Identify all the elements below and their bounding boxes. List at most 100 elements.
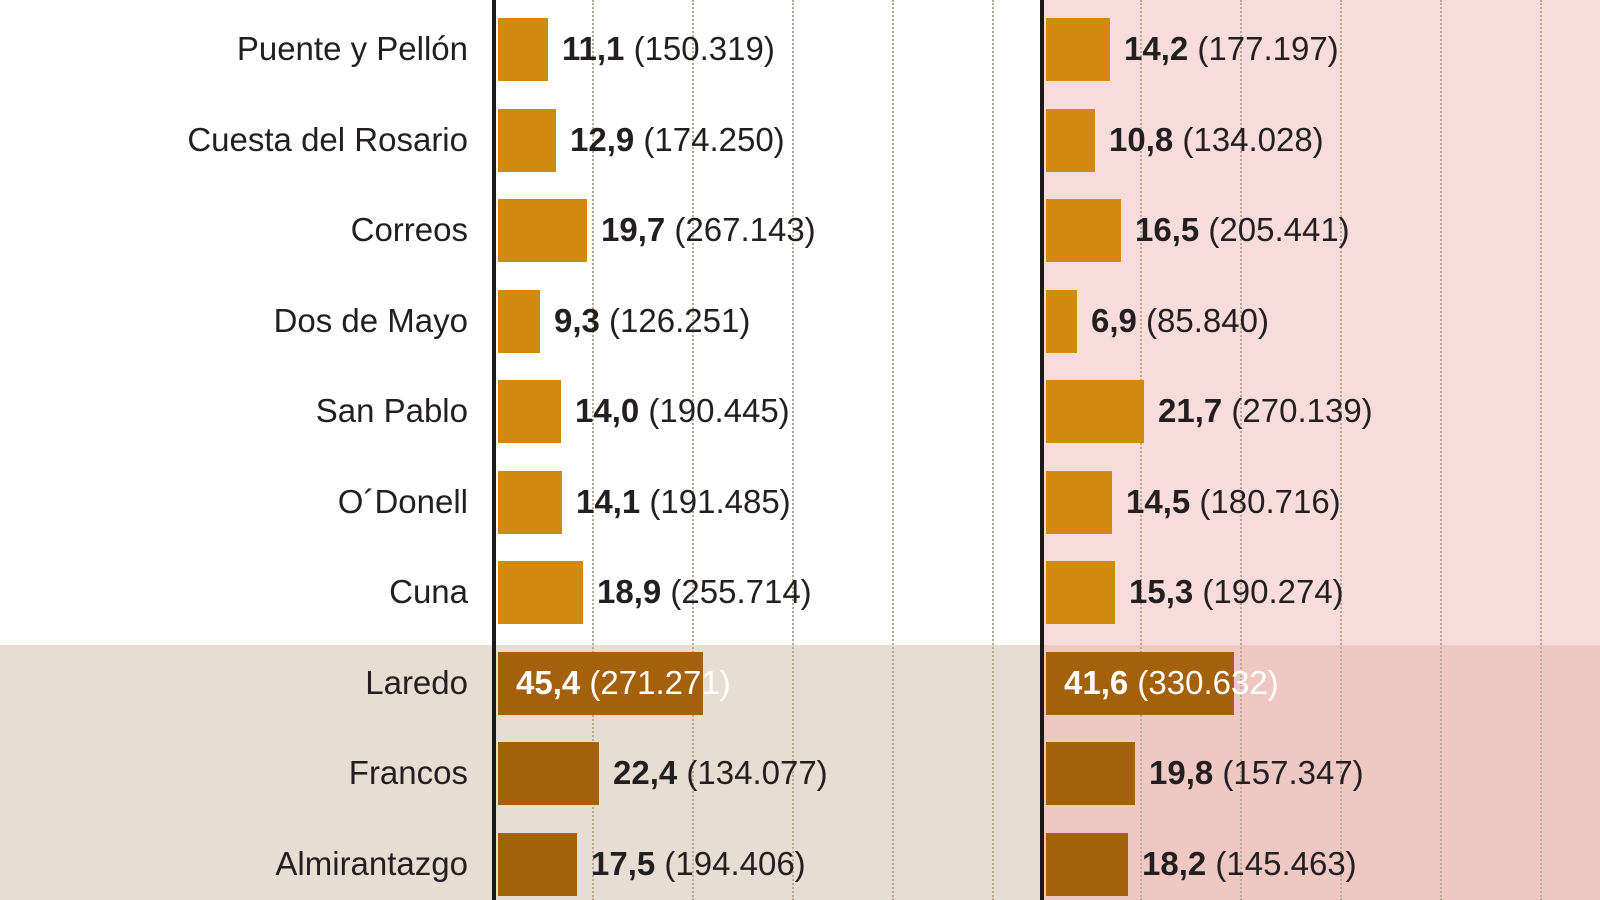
category-label: Dos de Mayo	[273, 301, 468, 339]
bar-count-left: (126.251)	[599, 301, 751, 339]
bar-value-right: 14,2 (177.197)	[1124, 30, 1339, 68]
bar-value-left: 18,9 (255.714)	[597, 573, 812, 611]
category-label: Almirantazgo	[275, 844, 468, 882]
bar-percent-left: 17,5	[591, 844, 656, 882]
bar-value-right: 21,7 (270.139)	[1158, 392, 1373, 430]
bar-count-right: (134.028)	[1173, 120, 1324, 158]
right-panel-background-top	[1040, 0, 1600, 645]
bar-count-left: (267.143)	[665, 211, 816, 248]
bar-percent-right: 10,8	[1109, 120, 1174, 158]
bar-percent-left: 9,3	[554, 301, 600, 339]
gridline-left-1	[592, 0, 594, 900]
bar-percent-left: 18,9	[597, 573, 662, 610]
bar-value-right: 16,5 (205.441)	[1135, 211, 1350, 249]
axis-line-right	[1040, 0, 1044, 900]
bar-right	[1046, 289, 1077, 353]
bar-count-left: (271.271)	[580, 663, 731, 701]
bar-percent-right: 14,5	[1126, 482, 1191, 520]
bar-left	[498, 380, 561, 443]
bar-right	[1046, 832, 1128, 896]
bar-count-right: (177.197)	[1188, 30, 1339, 67]
bar-count-left: (150.319)	[624, 30, 775, 67]
category-label: San Pablo	[315, 392, 468, 429]
bar-left	[498, 289, 540, 353]
bar-count-right: (157.347)	[1213, 754, 1364, 791]
bar-count-left: (174.250)	[634, 120, 785, 158]
bar-value-left: 14,0 (190.445)	[575, 392, 790, 430]
bar-value-left: 17,5 (194.406)	[591, 845, 806, 883]
category-label: Francos	[348, 754, 468, 791]
bar-percent-right: 15,3	[1129, 573, 1194, 610]
gridline-right-2	[1240, 0, 1242, 900]
bar-value-left: 11,1 (150.319)	[562, 30, 775, 68]
bar-value-left: 22,4 (134.077)	[613, 754, 828, 792]
bar-value-right: 15,3 (190.274)	[1129, 573, 1344, 611]
bar-left	[498, 832, 577, 896]
bar-value-left: 45,4 (271.271)	[516, 664, 731, 702]
bar-count-right: (190.274)	[1193, 573, 1344, 610]
bar-value-right: 41,6 (330.632)	[1064, 664, 1279, 702]
bar-count-left: (191.485)	[640, 482, 791, 520]
bar-right	[1046, 561, 1115, 624]
bar-value-right: 6,9 (85.840)	[1091, 302, 1269, 340]
gridline-right-3	[1340, 0, 1342, 900]
bar-count-right: (205.441)	[1199, 211, 1350, 248]
gridline-right-1	[1140, 0, 1142, 900]
bar-percent-left: 45,4	[516, 663, 581, 701]
bar-percent-left: 22,4	[613, 754, 678, 791]
bar-left	[498, 561, 583, 624]
category-label: O´Donell	[337, 482, 468, 520]
bar-count-right: (330.632)	[1128, 663, 1279, 701]
bar-value-left: 12,9 (174.250)	[570, 121, 785, 159]
bar-value-right: 18,2 (145.463)	[1142, 845, 1357, 883]
bar-left	[498, 470, 562, 534]
axis-line-left	[492, 0, 496, 900]
bar-value-left: 14,1 (191.485)	[576, 483, 791, 521]
bar-right	[1046, 108, 1095, 172]
category-label: Puente y Pellón	[236, 30, 468, 67]
bar-percent-left: 14,0	[575, 392, 640, 429]
category-label: Correos	[350, 211, 468, 248]
bar-right	[1046, 742, 1135, 805]
bar-percent-right: 16,5	[1135, 211, 1200, 248]
gridline-left-3	[792, 0, 794, 900]
bar-count-left: (194.406)	[655, 844, 806, 882]
bar-right	[1046, 380, 1144, 443]
bar-value-right: 19,8 (157.347)	[1149, 754, 1364, 792]
bar-percent-left: 19,7	[601, 211, 666, 248]
bar-right	[1046, 18, 1110, 81]
bar-value-left: 19,7 (267.143)	[601, 211, 816, 249]
bar-left	[498, 108, 556, 172]
bar-right	[1046, 470, 1112, 534]
bar-percent-right: 19,8	[1149, 754, 1214, 791]
bar-percent-right: 6,9	[1091, 301, 1137, 339]
bar-percent-left: 12,9	[570, 120, 635, 158]
gridline-right-5	[1540, 0, 1542, 900]
bar-percent-left: 11,1	[562, 30, 625, 67]
bar-count-right: (145.463)	[1206, 844, 1357, 882]
bar-percent-right: 21,7	[1158, 392, 1223, 429]
category-label: Cuesta del Rosario	[187, 120, 468, 158]
bar-value-right: 14,5 (180.716)	[1126, 483, 1341, 521]
bar-right	[1046, 651, 1234, 715]
bar-left	[498, 199, 587, 262]
bar-left	[498, 651, 703, 715]
category-label: Laredo	[365, 663, 468, 701]
bar-left	[498, 18, 548, 81]
bar-value-right: 10,8 (134.028)	[1109, 121, 1324, 159]
bar-count-left: (255.714)	[661, 573, 812, 610]
gridline-left-2	[692, 0, 694, 900]
bar-count-left: (134.077)	[677, 754, 828, 791]
category-label: Cuna	[389, 573, 468, 610]
gridline-left-5	[992, 0, 994, 900]
bar-right	[1046, 199, 1121, 262]
bar-percent-right: 41,6	[1064, 663, 1129, 701]
bar-count-left: (190.445)	[639, 392, 790, 429]
bar-percent-left: 14,1	[576, 482, 641, 520]
gridline-left-4	[892, 0, 894, 900]
bar-count-right: (180.716)	[1190, 482, 1341, 520]
bar-percent-right: 18,2	[1142, 844, 1207, 882]
bar-left	[498, 742, 599, 805]
bar-count-right: (270.139)	[1222, 392, 1373, 429]
